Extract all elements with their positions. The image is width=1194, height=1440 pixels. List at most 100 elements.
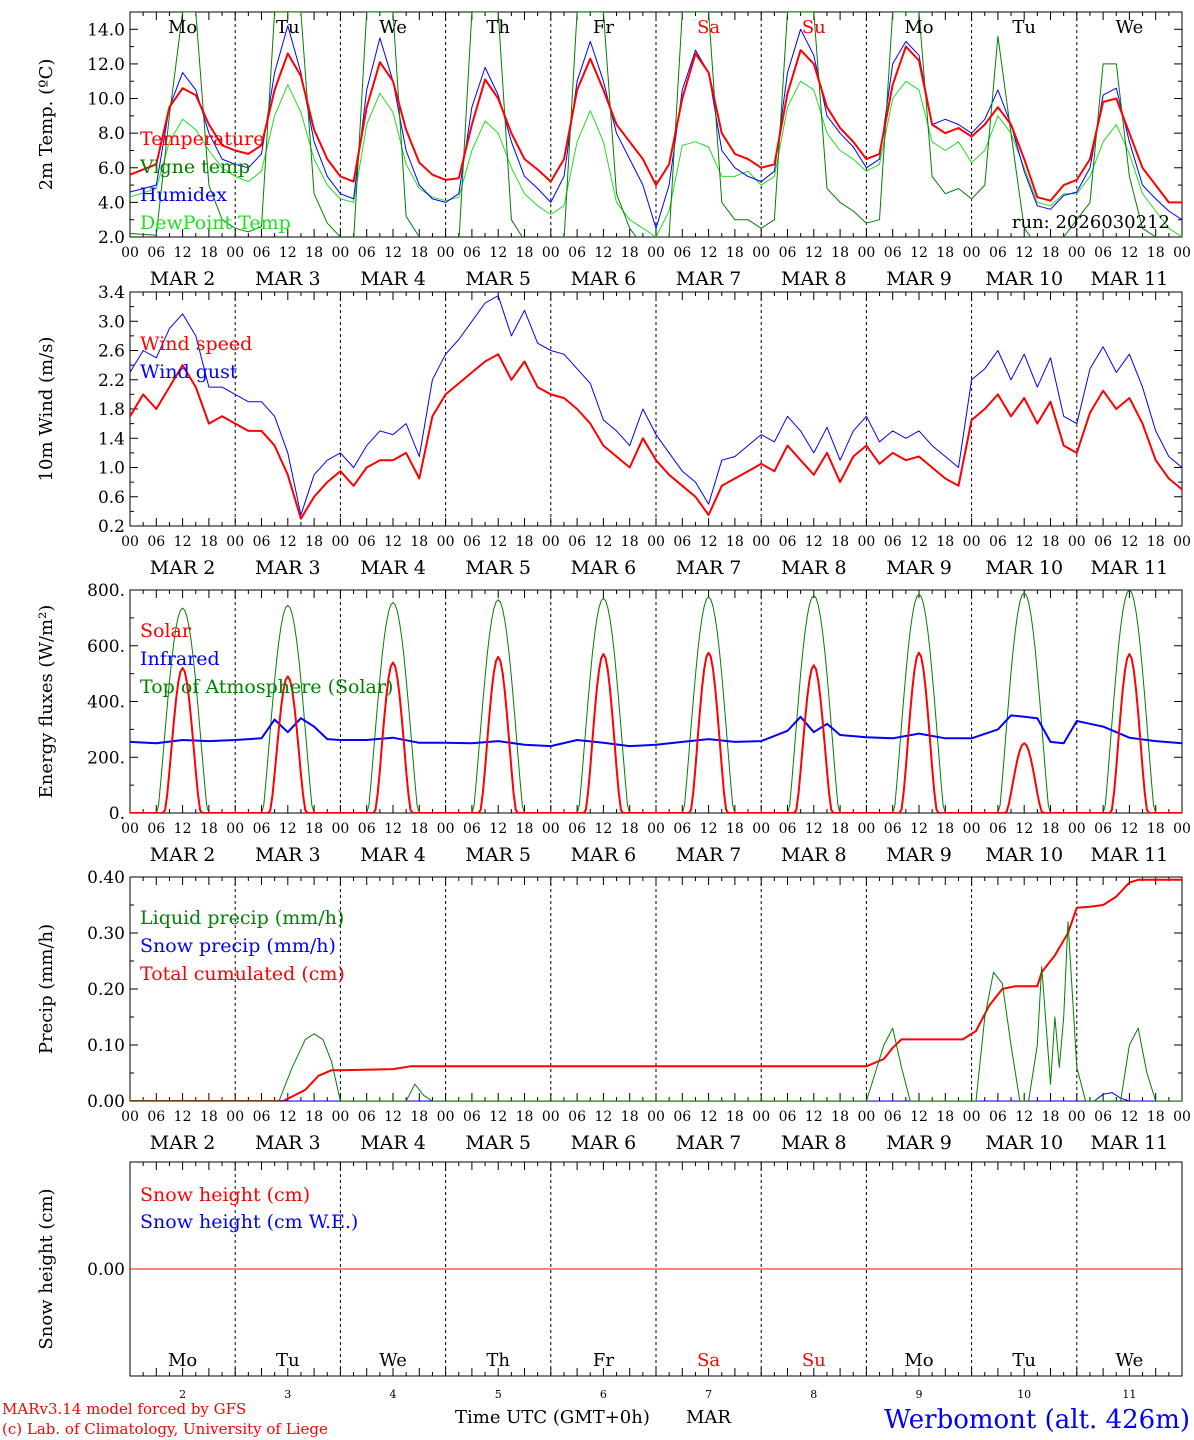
y-tick-label: 0.00 [87, 1260, 125, 1280]
weekday-label: Tu [1012, 1350, 1036, 1371]
station-name: Werbomont (alt. 426m) [884, 1405, 1190, 1435]
hour-label: 18 [410, 534, 428, 550]
hour-label: 12 [489, 821, 507, 837]
hour-label: 06 [147, 245, 165, 261]
hour-label: 12 [1015, 534, 1033, 550]
hour-label: 00 [542, 821, 560, 837]
hour-label: 12 [1120, 245, 1138, 261]
weekday-label: We [379, 1350, 407, 1371]
date-label: MAR 3 [255, 844, 321, 866]
hour-label: 06 [673, 1109, 691, 1125]
y-axis-label: Snow height (cm) [36, 1188, 57, 1349]
legend-entry: Liquid precip (mm/h) [140, 907, 344, 929]
y-axis-label: Precip (mm/h) [36, 924, 57, 1054]
hour-label: 00 [752, 534, 770, 550]
series-solar [130, 651, 1182, 813]
hour-label: 18 [1147, 534, 1165, 550]
hour-label: 00 [1173, 245, 1191, 261]
date-label: MAR 8 [781, 1132, 847, 1154]
legend-entry: Infrared [140, 648, 220, 670]
hour-label: 12 [384, 534, 402, 550]
hour-label: 00 [1068, 534, 1086, 550]
date-label: MAR 7 [676, 844, 742, 866]
hour-label: 06 [884, 1109, 902, 1125]
date-label: MAR 3 [255, 268, 321, 290]
hour-label: 06 [779, 245, 797, 261]
series-wind-gust [130, 295, 1182, 516]
date-label: MAR 6 [571, 268, 637, 290]
hour-label: 12 [174, 534, 192, 550]
hour-label: 18 [516, 821, 534, 837]
hour-label: 00 [963, 534, 981, 550]
hour-label: 00 [437, 534, 455, 550]
date-label: MAR 6 [571, 1132, 637, 1154]
hour-label: 06 [147, 1109, 165, 1125]
hour-label: 12 [594, 821, 612, 837]
hour-label: 12 [805, 1109, 823, 1125]
series-vigne-temp [130, 12, 1157, 237]
y-tick-label: 0. [109, 804, 125, 824]
weekday-label: Th [486, 1350, 510, 1371]
date-label: MAR 9 [886, 557, 952, 579]
hour-label: 18 [936, 245, 954, 261]
day-number: 8 [810, 1388, 817, 1401]
y-tick-label: 600. [87, 637, 125, 657]
hour-label: 00 [647, 1109, 665, 1125]
hour-label: 00 [857, 821, 875, 837]
hour-label: 06 [568, 821, 586, 837]
hour-label: 00 [752, 1109, 770, 1125]
series-layer [130, 295, 1182, 520]
date-label: MAR 7 [676, 1132, 742, 1154]
y-tick-label: 0.20 [87, 980, 125, 1000]
hour-label: 12 [594, 534, 612, 550]
hour-label: 18 [305, 245, 323, 261]
y-tick-label: 2.6 [98, 342, 125, 362]
hour-label: 06 [568, 534, 586, 550]
hour-label: 06 [147, 534, 165, 550]
hour-label: 00 [542, 1109, 560, 1125]
hour-label: 12 [279, 534, 297, 550]
y-axis-label: 10m Wind (m/s) [36, 337, 57, 482]
date-label: MAR 3 [255, 557, 321, 579]
hour-label: 00 [226, 245, 244, 261]
hour-label: 18 [410, 1109, 428, 1125]
hour-label: 00 [331, 1109, 349, 1125]
hour-label: 06 [253, 821, 271, 837]
y-tick-label: 1.4 [98, 429, 125, 449]
date-label: MAR 4 [360, 1132, 426, 1154]
hour-label: 12 [700, 1109, 718, 1125]
date-label: MAR 9 [886, 268, 952, 290]
plot-frame [129, 11, 1183, 238]
hour-label: 12 [910, 245, 928, 261]
hour-label: 18 [200, 1109, 218, 1125]
hour-label: 18 [1147, 1109, 1165, 1125]
day-number: 6 [600, 1388, 607, 1401]
hour-label: 00 [226, 534, 244, 550]
hour-label: 06 [1094, 534, 1112, 550]
day-number: 4 [390, 1388, 397, 1401]
hour-label: 00 [857, 534, 875, 550]
y-tick-label: 8.0 [98, 124, 125, 144]
weekday-label: Mo [168, 17, 197, 38]
date-label: MAR 6 [571, 557, 637, 579]
weekday-label: Su [802, 17, 826, 38]
y-tick-label: 2.0 [98, 228, 125, 248]
hour-label: 18 [516, 245, 534, 261]
hour-label: 00 [1068, 1109, 1086, 1125]
run-annotation: run: 2026030212 [1012, 212, 1170, 233]
hour-label: 06 [779, 534, 797, 550]
date-label: MAR 5 [465, 844, 531, 866]
hour-label: 00 [647, 534, 665, 550]
weekday-label: Tu [1012, 17, 1036, 38]
hour-label: 06 [884, 821, 902, 837]
date-label: MAR 4 [360, 557, 426, 579]
hour-label: 06 [989, 245, 1007, 261]
series-liquid-precip-mm-h [130, 921, 1182, 1101]
panel-precip: 0.00 0.10 0.20 0.30 0.40 Precip (mm/h) Liquid … [36, 868, 1191, 1154]
series-snow-precip-mm-h [130, 1092, 1182, 1101]
hour-label: 00 [331, 245, 349, 261]
hour-label: 18 [621, 1109, 639, 1125]
hour-label: 12 [700, 534, 718, 550]
hour-label: 06 [1094, 245, 1112, 261]
hour-label: 18 [1042, 245, 1060, 261]
